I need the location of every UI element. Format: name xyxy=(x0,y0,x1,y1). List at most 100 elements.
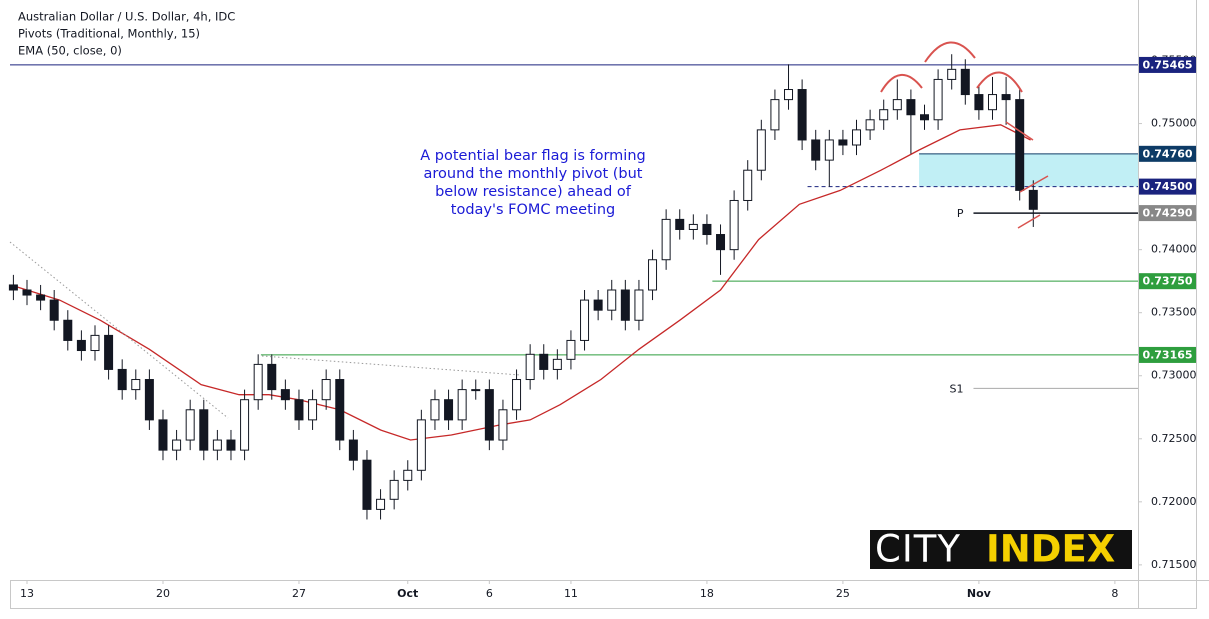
y-tick-label: 0.75000 xyxy=(1151,117,1197,130)
pivot-label: S1 xyxy=(949,382,963,395)
candle-body xyxy=(675,218,685,230)
price-box-label: 0.74500 xyxy=(1142,180,1192,193)
price-box xyxy=(1139,273,1196,290)
candle-body xyxy=(430,399,440,421)
x-tick-label: 20 xyxy=(156,587,170,600)
annotation: below resistance) ahead of xyxy=(435,184,632,200)
candle-body xyxy=(648,259,658,291)
candle-body xyxy=(1028,189,1038,210)
candle-body xyxy=(267,363,277,391)
candle-body xyxy=(321,379,331,401)
logo-text: CITY xyxy=(875,528,961,571)
annotation: around the monthly pivot (but xyxy=(424,166,643,182)
ema-line xyxy=(10,124,1031,441)
candle-body xyxy=(729,199,739,251)
candle-body xyxy=(8,284,18,291)
candle-body xyxy=(212,439,222,451)
indicator-label: EMA (50, close, 0) xyxy=(18,44,122,58)
candle-body xyxy=(947,68,957,80)
candle-body xyxy=(49,299,59,321)
candle-body xyxy=(348,439,358,461)
candle-body xyxy=(498,409,508,441)
candle-body xyxy=(185,409,195,441)
candle-body xyxy=(457,389,467,421)
candle-body xyxy=(593,299,603,311)
candle-body xyxy=(362,459,372,510)
candle-body xyxy=(960,68,970,96)
projection-line xyxy=(1005,121,1034,141)
candle-body xyxy=(144,379,154,421)
price-box xyxy=(1139,145,1196,162)
candle-body xyxy=(811,139,821,161)
candle-body xyxy=(892,99,902,111)
candle-body xyxy=(199,409,209,451)
x-tick-label: 8 xyxy=(1111,587,1118,600)
candle-body xyxy=(294,399,304,421)
candle-body xyxy=(702,223,712,236)
head-arc xyxy=(924,41,976,63)
price-box-label: 0.74290 xyxy=(1142,207,1192,220)
candle-body xyxy=(90,334,100,352)
candle-body xyxy=(879,109,889,121)
candle-body xyxy=(688,223,698,230)
price-box-label: 0.74760 xyxy=(1142,147,1192,160)
candle-body xyxy=(716,234,726,251)
candle-body xyxy=(158,419,168,451)
candle-body xyxy=(865,119,875,131)
price-box xyxy=(1139,205,1196,222)
candle-body xyxy=(797,89,807,141)
price-box-label: 0.73750 xyxy=(1142,275,1192,288)
candle-body xyxy=(784,89,794,101)
candle-body xyxy=(280,389,290,401)
y-tick-label: 0.72000 xyxy=(1151,495,1197,508)
candle-body xyxy=(389,479,399,500)
candle-body xyxy=(933,78,943,121)
candle-body xyxy=(906,99,916,116)
price-box-label: 0.73165 xyxy=(1142,348,1192,361)
candle-body xyxy=(76,339,86,352)
candle-body xyxy=(308,399,318,421)
candle-body xyxy=(172,439,182,451)
candle-body xyxy=(607,289,617,311)
candle-body xyxy=(987,94,997,111)
x-tick-label: Oct xyxy=(397,587,418,600)
x-tick-label: 25 xyxy=(836,587,850,600)
shoulder-arc xyxy=(880,74,923,93)
logo-background xyxy=(870,530,1132,569)
flag-line xyxy=(1017,214,1041,229)
candle-body xyxy=(580,299,590,341)
y-tick-label: 0.72500 xyxy=(1151,432,1197,445)
logo-text: INDEX xyxy=(986,528,1115,571)
price-box xyxy=(1139,56,1196,73)
candle-body xyxy=(253,363,263,401)
candle-body xyxy=(1001,94,1011,101)
candle-body xyxy=(63,319,73,341)
candle-body xyxy=(525,353,535,381)
annotation: today's FOMC meeting xyxy=(451,202,615,218)
candle-body xyxy=(444,399,454,421)
candle-body xyxy=(376,498,386,510)
trend-line xyxy=(9,241,229,419)
candle-body xyxy=(22,289,32,296)
y-tick-label: 0.71500 xyxy=(1151,558,1197,571)
zone xyxy=(919,153,1138,187)
candle-body xyxy=(240,399,250,451)
candle-body xyxy=(824,139,834,161)
candle-body xyxy=(756,129,766,171)
candle-body xyxy=(335,379,345,441)
candle-body xyxy=(403,469,413,481)
candle-body xyxy=(770,99,780,131)
candle-body xyxy=(471,389,481,392)
candle-body xyxy=(566,339,576,360)
candle-body xyxy=(661,218,671,261)
y-tick-label: 0.74000 xyxy=(1151,243,1197,256)
shoulder-arc xyxy=(976,71,1023,93)
x-tick-label: Nov xyxy=(967,587,992,600)
x-tick-label: 11 xyxy=(564,587,578,600)
candle-body xyxy=(620,289,630,321)
price-box xyxy=(1139,346,1196,363)
x-tick-label: 13 xyxy=(20,587,34,600)
candle-body xyxy=(131,379,141,391)
candle-body xyxy=(226,439,236,451)
